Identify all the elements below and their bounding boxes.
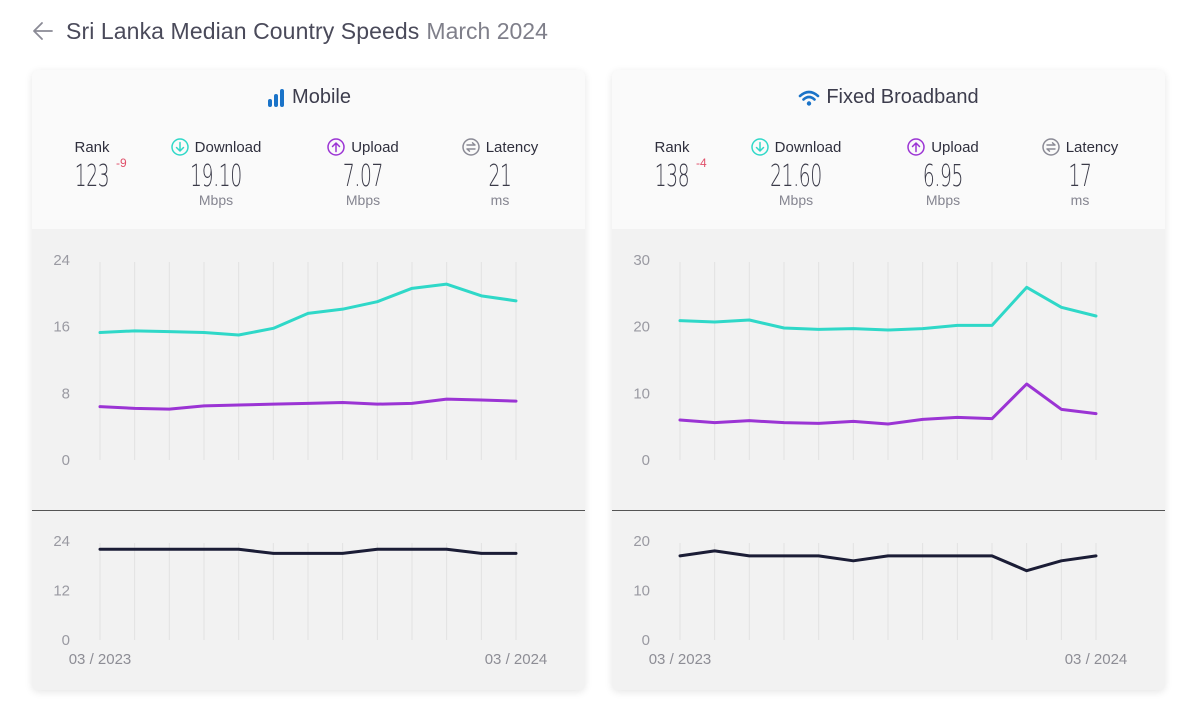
series-line-upload [678,382,1098,426]
mobile-speed-chart: 24 16 8 0 [53,252,518,469]
mobile-card-title: Mobile [32,86,585,109]
upload-unit: Mbps [925,192,961,208]
upload-unit: Mbps [345,192,381,208]
rank-label: Rank [654,138,690,156]
upload-value: 6.95 [922,159,964,194]
mobile-charts: 24 16 8 0 24 12 0 03 / 2023 03 / 2024 [32,252,585,668]
rank-change: -4 [696,156,707,170]
x-tick-label: 03 / 2024 [485,651,548,668]
download-label: Download [774,138,842,156]
rank-metric: Rank 138 [642,136,702,194]
upload-value: 7.07 [342,159,384,194]
latency-icon [461,138,480,156]
mobile-latency-chart: 24 12 0 03 / 2023 03 / 2024 [53,533,547,668]
fixed-speed-chart: 30 20 10 0 [633,252,1098,469]
latency-icon [1041,138,1060,156]
x-tick-label: 03 / 2023 [649,651,712,668]
download-label: Download [194,138,262,156]
upload-metric: Upload 6.95 Mbps [900,136,986,208]
series-line-download [678,285,1098,332]
latency-unit: ms [490,192,510,208]
y-tick-label: 20 [633,533,650,550]
fixed-summary: Fixed Broadband Rank 138 -4 Download 21.… [612,70,1165,229]
rank-metric: Rank 123 [62,136,122,194]
y-tick-label: 12 [53,583,70,600]
download-value: 19.10 [190,159,242,194]
series-line-upload [98,397,518,411]
download-unit: Mbps [778,192,814,208]
page-title: Sri Lanka Median Country Speeds [66,17,420,44]
mobile-card: Mobile Rank 123 -9 Download 19.10 Mbps [32,70,585,690]
rank-label: Rank [74,138,110,156]
x-tick-label: 03 / 2023 [69,651,132,668]
download-metric: Download 19.10 Mbps [164,136,268,208]
page-header: Sri Lanka Median Country Speeds March 202… [30,14,548,48]
latency-unit: ms [1070,192,1090,208]
download-unit: Mbps [198,192,234,208]
fixed-charts: 30 20 10 0 20 10 0 03 / 2023 03 / 2024 [612,252,1165,668]
rank-change: -9 [116,156,127,170]
y-tick-label: 20 [633,319,650,336]
y-tick-label: 0 [62,632,70,649]
y-tick-label: 0 [642,452,650,469]
latency-metric: Latency 17 ms [1034,136,1126,208]
upload-metric: Upload 7.07 Mbps [320,136,406,208]
y-tick-label: 8 [62,385,70,402]
latency-label: Latency [485,138,539,156]
upload-label: Upload [351,138,399,156]
series-line-latency [98,547,518,555]
x-tick-label: 03 / 2024 [1065,651,1128,668]
rank-value: 138 [654,159,690,194]
y-tick-label: 0 [62,452,70,469]
download-metric: Download 21.60 Mbps [744,136,848,208]
mobile-summary: Mobile Rank 123 -9 Download 19.10 Mbps [32,70,585,229]
upload-label: Upload [931,138,979,156]
page-period: March 2024 [426,17,548,44]
download-icon [170,138,189,156]
latency-label: Latency [1065,138,1119,156]
y-tick-label: 10 [633,385,650,402]
series-line-download [98,282,518,337]
y-tick-label: 30 [633,252,650,269]
fixed-latency-chart: 20 10 0 03 / 2023 03 / 2024 [633,533,1127,668]
rank-value: 123 [74,159,110,194]
card-title-text: Mobile [292,86,351,108]
card-title-text: Fixed Broadband [826,86,979,108]
y-tick-label: 24 [53,533,70,550]
latency-value: 21 [488,159,512,194]
y-tick-label: 24 [53,252,70,269]
upload-icon [327,138,345,156]
latency-metric: Latency 21 ms [454,136,546,208]
wifi-icon [799,90,820,106]
series-line-latency [678,549,1098,573]
back-arrow-icon[interactable] [30,18,56,44]
upload-icon [907,138,925,156]
y-tick-label: 0 [642,632,650,649]
download-icon [750,138,769,156]
y-tick-label: 16 [53,319,70,336]
fixed-card-title: Fixed Broadband [612,86,1165,109]
fixed-broadband-card: Fixed Broadband Rank 138 -4 Download 21.… [612,70,1165,690]
y-tick-label: 10 [633,583,650,600]
latency-value: 17 [1068,159,1092,194]
signal-bars-icon [268,88,285,107]
download-value: 21.60 [770,159,822,194]
